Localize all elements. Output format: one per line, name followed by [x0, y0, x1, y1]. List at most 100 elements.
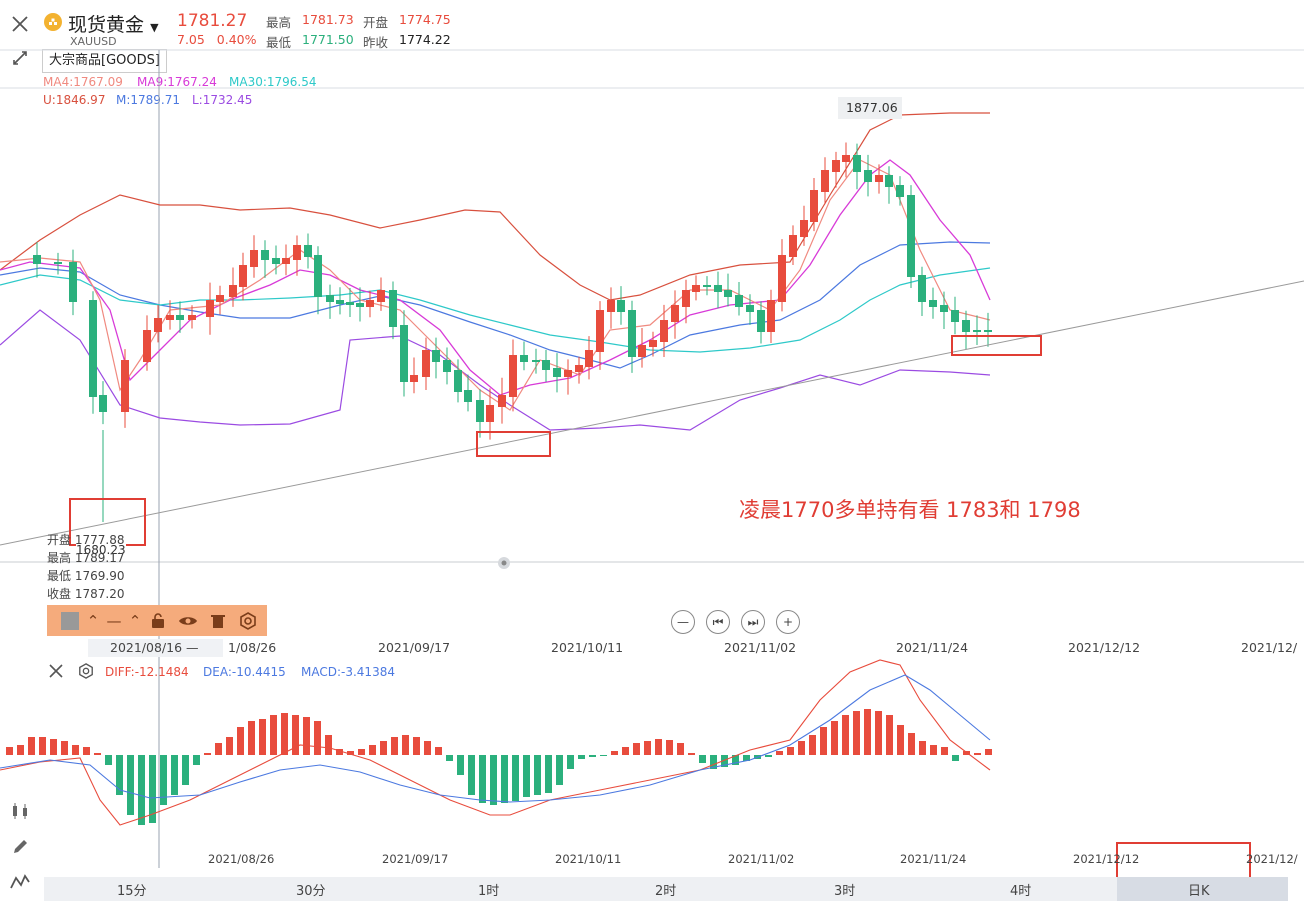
macd-bar [490, 755, 497, 805]
candle-body [443, 360, 451, 372]
trash-icon[interactable] [203, 609, 233, 633]
candle-body [326, 295, 334, 302]
annotation-text: 凌晨1770多单持有看 1783和 1798 [739, 498, 1081, 522]
open-value: 1774.75 [399, 12, 451, 27]
settings-icon[interactable] [78, 663, 94, 683]
macd-bar [578, 755, 585, 759]
candle-body [596, 310, 604, 352]
macd-bar [655, 739, 662, 755]
candle-body [250, 250, 258, 267]
macd-bar [6, 747, 13, 755]
close-icon[interactable] [6, 10, 34, 38]
candle-body [188, 315, 196, 320]
step-forward-icon[interactable]: ⏭ [741, 610, 765, 634]
candle-body [400, 325, 408, 382]
candle-body [864, 170, 872, 182]
macd-bar [875, 711, 882, 755]
period-bar [44, 877, 1288, 901]
date-tick: 2021/08/26 [208, 852, 275, 866]
candle-body [377, 290, 385, 302]
candle-body [853, 155, 861, 172]
prev-close-label: 昨收 [363, 35, 389, 50]
candle-body [121, 360, 129, 412]
candle-body [346, 302, 354, 305]
zoom-out-icon[interactable]: — [671, 610, 695, 634]
candle-body [875, 175, 883, 182]
macd-bar [512, 755, 519, 801]
macd-bar [952, 755, 959, 761]
macd-bar [182, 755, 189, 785]
expand-icon[interactable] [6, 44, 34, 72]
close-icon[interactable] [48, 663, 64, 683]
macd-bar [94, 753, 101, 755]
category-tag: 大宗商品[GOODS] [42, 49, 167, 73]
drawing-toolbar: ⌃ — ⌃ [47, 605, 267, 636]
candle-body [746, 305, 754, 312]
macd-bar [776, 751, 783, 755]
date-tick: 2021/09/17 [382, 852, 449, 866]
step-back-icon[interactable]: ⏮ [706, 610, 730, 634]
macd-bar [160, 755, 167, 805]
macd-bar [105, 755, 112, 765]
period-3h[interactable]: 3时 [834, 884, 856, 899]
period-2h[interactable]: 2时 [655, 884, 677, 899]
candle-body [272, 258, 280, 264]
macd-bar [864, 709, 871, 755]
lock-icon[interactable] [143, 609, 173, 633]
period-daily[interactable]: 日K [1188, 884, 1210, 899]
date-tick: 2021/12/12 [1068, 640, 1141, 655]
chevron-up-icon[interactable]: ⌃ [128, 611, 142, 630]
macd-bar [743, 755, 750, 761]
macd-bar [193, 755, 200, 765]
macd-bar [380, 741, 387, 755]
candle-body [520, 355, 528, 362]
macd-bar [424, 741, 431, 755]
macd-bar [391, 737, 398, 755]
min-price-label: 1680.23 [76, 543, 126, 557]
eye-icon[interactable] [173, 609, 203, 633]
macd-bar [303, 717, 310, 755]
chevron-up-icon[interactable]: ⌃ [86, 611, 100, 630]
candle-body [832, 160, 840, 172]
candlestick-icon[interactable] [6, 797, 34, 825]
dea-line [0, 674, 991, 803]
diff-line [0, 659, 991, 826]
ma30-line [0, 267, 991, 353]
candle-body [509, 355, 517, 397]
candle-body [940, 305, 948, 312]
date-tick: 2021/12/ [1246, 852, 1298, 866]
settings-icon[interactable] [233, 609, 263, 633]
macd-bar [50, 739, 57, 755]
macd-bar [545, 755, 552, 793]
indicator-icon[interactable] [6, 868, 34, 896]
macd-bar [347, 751, 354, 755]
candle-body [607, 300, 615, 312]
candle-body [366, 300, 374, 307]
ma4-legend: MA4:1767.09 [43, 75, 123, 89]
macd-bar [985, 749, 992, 755]
period-15m[interactable]: 15分 [117, 884, 147, 899]
candle-body [724, 290, 732, 297]
boll-l-legend: L:1732.45 [192, 93, 253, 107]
macd-bar [710, 755, 717, 769]
candle-body [89, 300, 97, 397]
macd-bar [270, 715, 277, 755]
pencil-icon[interactable] [6, 833, 34, 861]
instrument-name[interactable]: 现货黄金 ▼ [68, 14, 159, 36]
period-30m[interactable]: 30分 [296, 884, 326, 899]
boll-u-legend: U:1846.97 [43, 93, 106, 107]
period-1h[interactable]: 1时 [478, 884, 500, 899]
macd-bar [567, 755, 574, 769]
boll-upper-line [0, 112, 990, 301]
candle-body [628, 310, 636, 357]
period-selected-bg [1117, 877, 1288, 901]
bb-upper-path [0, 112, 990, 301]
instrument-code: XAUUSD [70, 35, 117, 48]
zoom-in-icon[interactable]: + [776, 610, 800, 634]
macd-bar [699, 755, 706, 763]
square-icon[interactable] [55, 609, 85, 633]
line-icon[interactable]: — [106, 611, 122, 630]
candle-body [585, 350, 593, 367]
period-4h[interactable]: 4时 [1010, 884, 1032, 899]
